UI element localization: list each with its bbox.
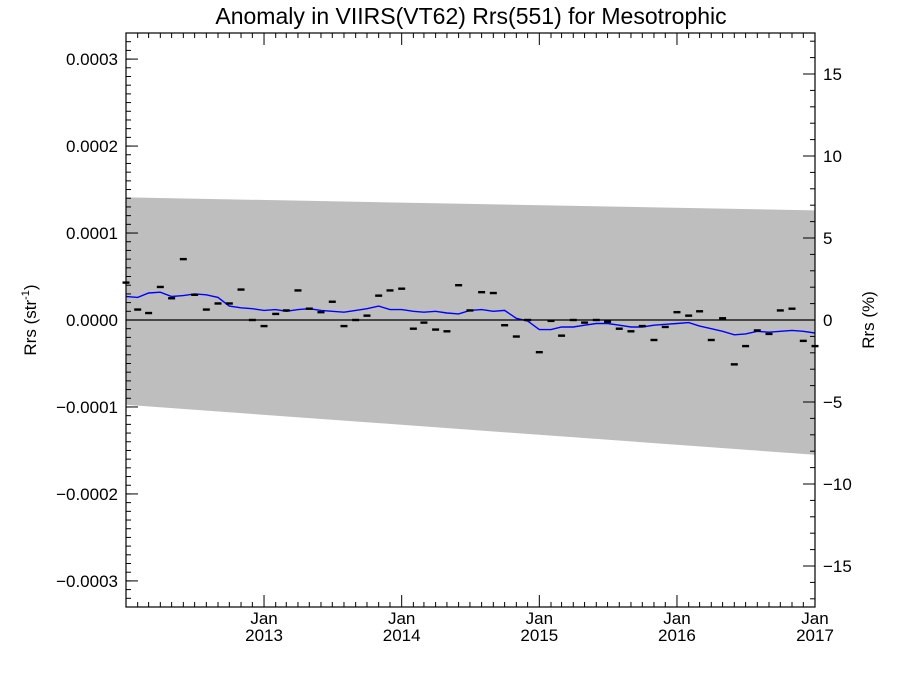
y-left-tick-label: −0.0003 (56, 572, 118, 591)
x-tick-label-month: Jan (388, 609, 415, 628)
y-axis-left-label-sup: -1 (20, 290, 32, 300)
y-right-tick-label: 10 (823, 147, 842, 166)
y-axis-left-label-close: ) (21, 284, 40, 290)
uncertainty-band-layer (126, 197, 815, 455)
y-right-tick-label: 5 (823, 229, 832, 248)
axes-layer: 0.0003 0.0002 0.0001 0.0000 −0.0001 −0.0002 −0… (56, 32, 852, 645)
y-right-tick-label: 0 (823, 311, 832, 330)
y-axis-left-label-main: Rrs (str (21, 300, 40, 356)
y-right-tick-label: −10 (823, 475, 852, 494)
x-tick-label-month: Jan (526, 609, 553, 628)
y-right-tick-label: −15 (823, 557, 852, 576)
y-left-tick-label: 0.0001 (66, 224, 118, 243)
x-tick-label-month: Jan (663, 609, 690, 628)
y-left-tick-label: 0.0003 (66, 50, 118, 69)
x-tick-label-year: 2013 (245, 626, 283, 645)
y-right-tick-label: −5 (823, 393, 842, 412)
y-left-tick-label: 0.0002 (66, 137, 118, 156)
y-left-tick-label: −0.0002 (56, 485, 118, 504)
y-axis-right-label: Rrs (%) (859, 291, 878, 349)
x-tick-label-year: 2016 (658, 626, 696, 645)
x-tick-label-month: Jan (250, 609, 277, 628)
y-left-tick-label: −0.0001 (56, 398, 118, 417)
x-tick-label-year: 2014 (383, 626, 421, 645)
uncertainty-band (126, 197, 815, 455)
y-left-tick-label: 0.0000 (66, 311, 118, 330)
x-tick-label-year: 2015 (520, 626, 558, 645)
chart-title: Anomaly in VIIRS(VT62) Rrs(551) for Meso… (215, 3, 726, 29)
points-layer (122, 257, 819, 366)
x-tick-label-month: Jan (801, 609, 828, 628)
y-right-tick-label: 15 (823, 65, 842, 84)
y-axis-left-label: Rrs (str-1) (20, 284, 40, 355)
x-tick-label-year: 2017 (796, 626, 834, 645)
